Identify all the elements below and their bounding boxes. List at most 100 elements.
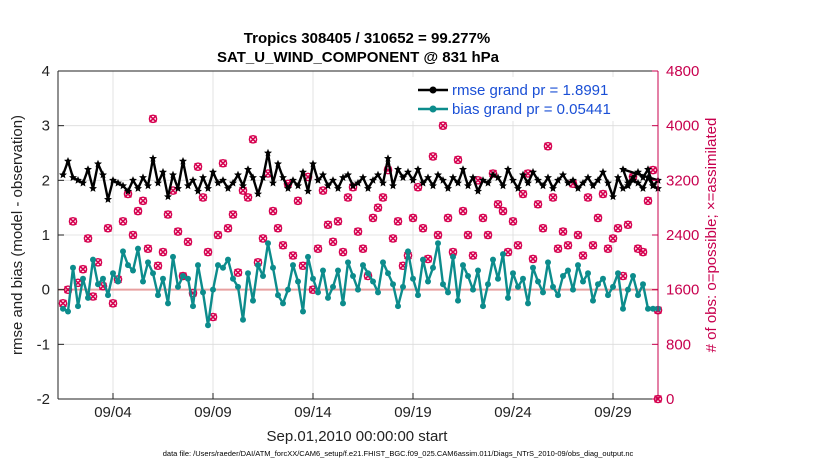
bias-point — [105, 292, 111, 299]
bias-point — [530, 264, 536, 271]
bias-point — [400, 283, 406, 290]
bias-point — [315, 289, 321, 296]
x-tick-label: 09/14 — [294, 404, 332, 421]
bias-point — [390, 281, 396, 288]
obs-possible-point — [433, 230, 443, 240]
bias-point — [340, 300, 346, 307]
obs-assimilated-point — [459, 207, 467, 216]
bias-point — [295, 278, 301, 285]
obs-assimilated-point — [589, 241, 597, 250]
rmse-point — [189, 176, 197, 184]
obs-assimilated-point — [484, 231, 492, 239]
rmse-point — [644, 165, 652, 173]
rmse-point — [399, 173, 407, 181]
obs-assimilated-point — [319, 186, 327, 195]
obs-assimilated-point — [279, 241, 287, 250]
obs-assimilated-point — [514, 241, 522, 250]
bias-point — [65, 308, 71, 315]
rmse-point — [454, 178, 462, 187]
y-tick-label: 3 — [42, 118, 50, 135]
obs-possible-point — [333, 217, 343, 226]
obs-assimilated-point — [144, 244, 152, 253]
obs-possible-point — [468, 251, 478, 260]
obs-possible-point — [643, 196, 653, 206]
obs-possible-point — [593, 213, 603, 223]
obs-possible-point — [343, 193, 353, 202]
bias-point — [225, 256, 231, 263]
y-tick-label: 0 — [42, 282, 50, 299]
rmse-point — [229, 178, 237, 187]
obs-possible-point — [128, 230, 138, 240]
rmse-point — [634, 178, 642, 187]
rmse-point — [214, 178, 222, 187]
bias-point — [215, 262, 221, 269]
bias-point — [505, 294, 511, 301]
obs-possible-point — [183, 237, 193, 247]
bias-point — [420, 256, 426, 263]
bias-point — [185, 275, 191, 282]
obs-assimilated-point — [214, 231, 222, 239]
rmse-point — [294, 181, 302, 190]
bias-point — [95, 281, 101, 288]
rmse-point — [99, 170, 107, 179]
bias-point — [435, 240, 441, 247]
bias-point — [240, 316, 246, 323]
obs-assimilated-point — [509, 217, 517, 226]
obs-assimilated-point — [479, 213, 487, 222]
obs-assimilated-point — [394, 217, 402, 226]
rmse-point — [104, 195, 112, 203]
obs-assimilated-point — [424, 254, 432, 263]
obs-assimilated-point — [294, 196, 302, 205]
bias-point — [610, 283, 616, 290]
rmse-point — [524, 178, 532, 187]
rmse-point — [159, 167, 167, 176]
obs-possible-point — [478, 213, 488, 223]
bias-point — [540, 289, 546, 296]
y-tick-label: 1 — [42, 227, 50, 244]
bias-point — [355, 286, 361, 293]
bias-point — [485, 281, 491, 288]
rmse-point — [274, 159, 282, 168]
obs-assimilated-point — [154, 261, 162, 270]
bias-point — [210, 286, 216, 293]
rmse-point — [499, 181, 507, 190]
rmse-point — [509, 176, 517, 184]
obs-assimilated-point — [454, 155, 462, 164]
obs-assimilated-point — [299, 261, 307, 270]
rmse-point — [629, 173, 637, 181]
obs-assimilated-point — [549, 193, 557, 202]
rmse-point — [494, 173, 502, 181]
y2-tick-label: 0 — [666, 391, 674, 408]
y2-tick-label: 3200 — [666, 172, 699, 189]
obs-possible-point — [193, 162, 203, 171]
bias-point — [70, 264, 76, 271]
right-series-layer — [58, 114, 663, 404]
rmse-point — [284, 184, 292, 192]
rmse-point — [414, 165, 422, 173]
rmse-point — [199, 173, 207, 181]
bias-point — [350, 273, 356, 279]
obs-possible-point — [548, 193, 558, 202]
rmse-point — [624, 178, 632, 187]
obs-possible-point — [293, 196, 303, 206]
bias-point — [255, 262, 261, 269]
bias-point — [120, 248, 126, 255]
bias-point — [230, 275, 236, 282]
rmse-point — [584, 173, 592, 181]
bias-point — [235, 283, 241, 290]
bias-point — [620, 305, 626, 312]
y2-tick-label: 4000 — [666, 118, 699, 135]
x-axis-label: Sep.01,2010 00:00:00 start — [267, 428, 449, 445]
rmse-point — [504, 165, 512, 173]
bias-point — [385, 270, 391, 277]
obs-assimilated-point — [269, 207, 277, 216]
obs-assimilated-point — [374, 203, 382, 212]
bias-point — [565, 267, 571, 274]
obs-possible-point — [623, 220, 633, 230]
obs-assimilated-point — [104, 224, 112, 233]
legend-rmse-label: rmse grand pr = 1.8991 — [452, 82, 608, 99]
rmse-point — [429, 181, 437, 190]
axes-layer: 09/04 09/09 09/14 09/19 09/24 09/29-2-1012340… — [37, 63, 700, 421]
bias-point — [445, 289, 451, 296]
obs-assimilated-point — [559, 227, 567, 236]
